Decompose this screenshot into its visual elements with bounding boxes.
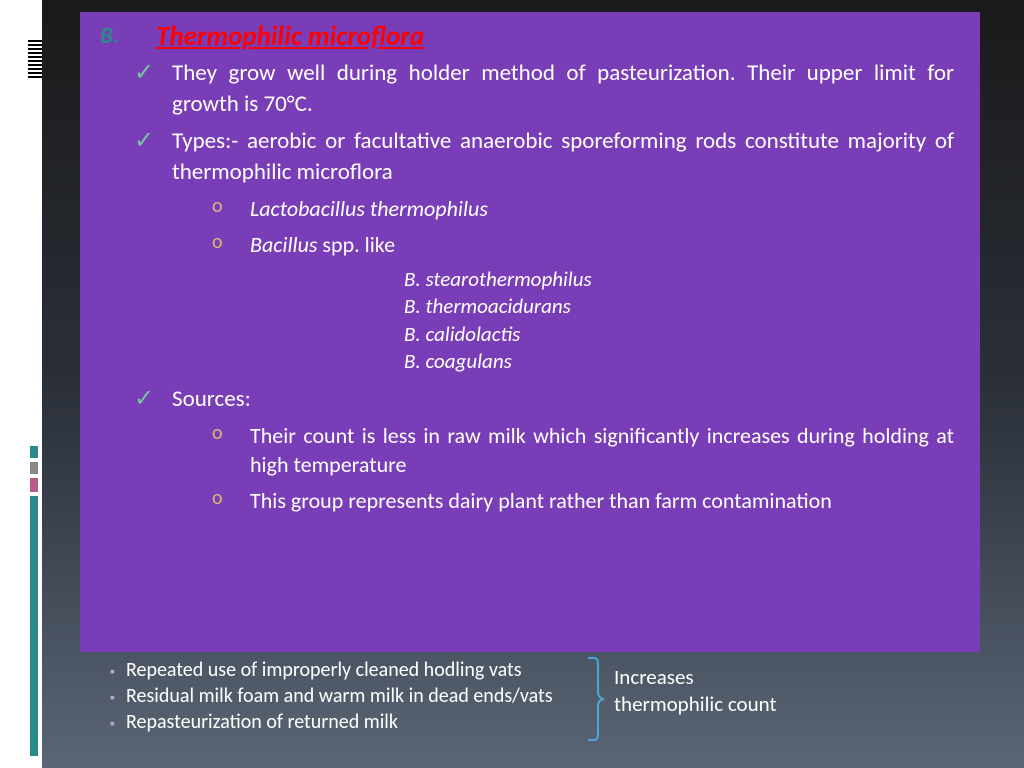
circle-icon: o bbox=[212, 230, 250, 260]
slide-title: Thermophilic microflora bbox=[156, 20, 424, 53]
sub-list: o Lactobacillus thermophilus o Bacillus … bbox=[212, 194, 954, 259]
sub-item: o Lactobacillus thermophilus bbox=[212, 194, 954, 224]
check-item: ✓ Types:- aerobic or facultative anaerob… bbox=[134, 126, 954, 188]
sub-text: Lactobacillus thermophilus bbox=[250, 194, 954, 224]
sub-item: o Their count is less in raw milk which … bbox=[212, 421, 954, 480]
sub-text: This group represents dairy plant rather… bbox=[250, 486, 954, 516]
circle-icon: o bbox=[212, 421, 250, 480]
check-item: ✓ They grow well during holder method of… bbox=[134, 58, 954, 120]
side-bars bbox=[30, 446, 38, 746]
check-icon: ✓ bbox=[134, 126, 172, 188]
species-item: B. thermoacidurans bbox=[404, 293, 592, 320]
note-item: ▪Repasteurization of returned milk bbox=[110, 710, 553, 734]
section-letter: B. bbox=[100, 22, 119, 50]
square-icon: ▪ bbox=[110, 710, 126, 734]
note-text: Residual milk foam and warm milk in dead… bbox=[126, 684, 553, 708]
frame: B. Thermophilic microflora ✓ They grow w… bbox=[0, 0, 1024, 768]
note-item: ▪Residual milk foam and warm milk in dea… bbox=[110, 684, 553, 708]
species-item: B. stearothermophilus bbox=[404, 266, 592, 293]
sub-item: o This group represents dairy plant rath… bbox=[212, 486, 954, 516]
check-text: Types:- aerobic or facultative anaerobic… bbox=[172, 126, 954, 188]
bracket-icon bbox=[584, 656, 608, 742]
check-icon: ✓ bbox=[134, 384, 172, 415]
note-text: Repasteurization of returned milk bbox=[126, 710, 398, 734]
species-item: B. calidolactis bbox=[404, 321, 592, 348]
increases-label: Increases thermophilic count bbox=[614, 664, 777, 719]
square-icon: ▪ bbox=[110, 684, 126, 708]
check-text: They grow well during holder method of p… bbox=[172, 58, 954, 120]
barcode-decoration bbox=[28, 40, 42, 80]
check-text: Sources: bbox=[172, 384, 954, 415]
circle-icon: o bbox=[212, 194, 250, 224]
note-item: ▪Repeated use of improperly cleaned hodl… bbox=[110, 658, 553, 682]
square-icon: ▪ bbox=[110, 658, 126, 682]
sub-list: o Their count is less in raw milk which … bbox=[212, 421, 954, 516]
sub-text: Their count is less in raw milk which si… bbox=[250, 421, 954, 480]
species-list: B. stearothermophilus B. thermoacidurans… bbox=[404, 266, 592, 375]
bottom-notes: ▪Repeated use of improperly cleaned hodl… bbox=[110, 658, 553, 736]
species-item: B. coagulans bbox=[404, 348, 592, 375]
check-icon: ✓ bbox=[134, 58, 172, 120]
circle-icon: o bbox=[212, 486, 250, 516]
note-text: Repeated use of improperly cleaned hodli… bbox=[126, 658, 522, 682]
check-item: ✓ Sources: bbox=[134, 384, 954, 415]
sub-item: o Bacillus spp. like bbox=[212, 230, 954, 260]
label-line: Increases bbox=[614, 664, 777, 691]
label-line: thermophilic count bbox=[614, 691, 777, 718]
sub-text: Bacillus spp. like bbox=[250, 230, 954, 260]
